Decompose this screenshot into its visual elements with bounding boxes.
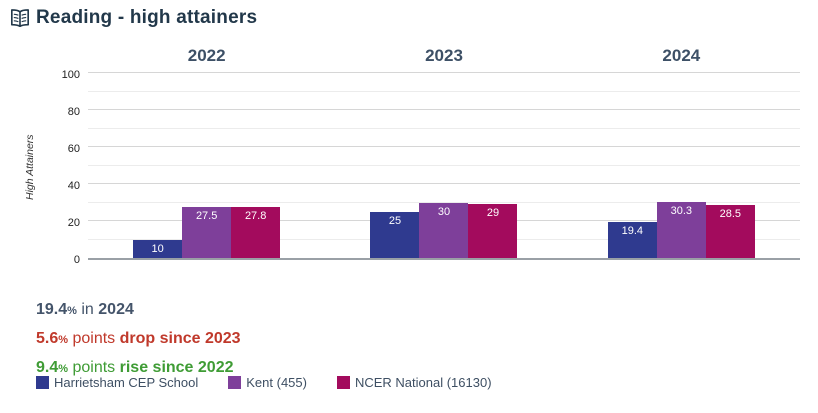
bar-group-2024: 19.4 30.3 28.5 <box>563 75 800 258</box>
y-tick-label: 80 <box>67 106 80 118</box>
open-book-icon <box>10 9 30 27</box>
panel-header: Reading - high attainers <box>10 7 257 29</box>
bar-value-label: 30 <box>437 205 451 218</box>
bar-value-label: 10 <box>151 242 164 255</box>
bar-2022-kent-455[interactable]: 27.5 <box>182 207 232 258</box>
y-axis-label: High Attainers <box>24 134 36 201</box>
legend-item-ncer-national-16130[interactable]: NCER National (16130) <box>336 375 492 390</box>
summary-line-3: 9.4% points rise since 2022 <box>36 359 234 376</box>
bar-value-label: 19.4 <box>621 225 644 238</box>
legend-label: Kent (455) <box>246 375 307 390</box>
bar-value-label: 30.3 <box>670 204 693 217</box>
y-tick-label: 60 <box>67 143 80 155</box>
major-gridline <box>88 109 800 110</box>
minor-gridline <box>88 164 800 166</box>
bar-group-2022: 10 27.5 27.8 <box>88 75 325 258</box>
legend-label: Harrietsham CEP School <box>54 375 199 390</box>
bar-value-label: 27.8 <box>244 209 267 222</box>
y-tick-label: 0 <box>73 254 80 266</box>
bar-2024-kent-455[interactable]: 30.3 <box>656 201 706 258</box>
bar-2023-kent-455[interactable]: 30 <box>419 202 469 258</box>
bar-2022-harrietsham-cep-school[interactable]: 10 <box>133 239 183 258</box>
minor-gridline <box>88 201 800 203</box>
bar-2023-harrietsham-cep-school[interactable]: 25 <box>370 211 420 258</box>
legend-label: NCER National (16130) <box>354 375 492 390</box>
bar-value-label: 25 <box>388 214 402 227</box>
bar-2024-harrietsham-cep-school[interactable]: 19.4 <box>607 222 657 258</box>
summary-line-1: 19.4% in 2024 <box>36 301 134 318</box>
bar-value-label: 29 <box>486 207 500 220</box>
bar-2024-ncer-national-16130[interactable]: 28.5 <box>705 205 755 258</box>
chart-legend: Harrietsham CEP School Kent (455) NCER Nat… <box>36 375 522 390</box>
year-header-row: 2022 2023 2024 <box>88 46 800 66</box>
year-header-2024: 2024 <box>662 46 701 65</box>
legend-swatch <box>336 376 350 389</box>
legend-item-harrietsham-cep-school[interactable]: Harrietsham CEP School <box>36 375 198 390</box>
minor-gridline <box>88 127 800 129</box>
bar-chart-plot-area: 10 27.5 27.8 25 30 29 19.4 30.3 28.5 <box>88 72 800 260</box>
minor-gridline <box>88 90 800 92</box>
bar-group-2023: 25 30 29 <box>325 75 562 258</box>
y-tick-label: 20 <box>67 217 80 229</box>
summary-line-2: 5.6% points drop since 2023 <box>36 330 241 347</box>
legend-swatch <box>36 376 49 389</box>
page-title: Reading - high attainers <box>36 7 258 28</box>
legend-item-kent-455[interactable]: Kent (455) <box>228 375 307 390</box>
y-tick-label: 100 <box>61 69 80 81</box>
summary-text-block: 19.4% in 2024 5.6% points drop since 2023… <box>36 296 241 383</box>
bar-value-label: 27.5 <box>195 210 218 223</box>
legend-swatch <box>228 376 242 389</box>
major-gridline <box>88 72 800 73</box>
bar-value-label: 28.5 <box>719 208 742 221</box>
y-tick-label: 40 <box>67 180 80 192</box>
bar-2022-ncer-national-16130[interactable]: 27.8 <box>231 206 281 258</box>
major-gridline <box>88 146 800 147</box>
year-header-2023: 2023 <box>425 46 463 65</box>
year-header-2022: 2022 <box>187 46 226 65</box>
bar-2023-ncer-national-16130[interactable]: 29 <box>468 204 518 258</box>
major-gridline <box>88 183 800 184</box>
